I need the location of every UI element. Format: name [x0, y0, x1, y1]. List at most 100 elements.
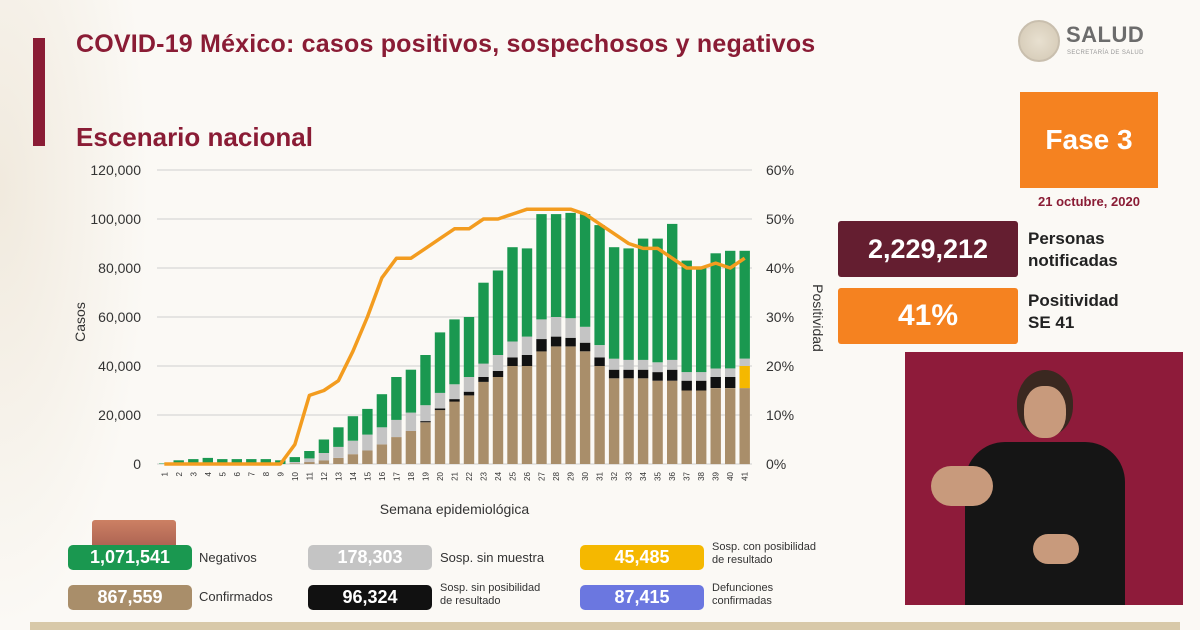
bar-segment [739, 366, 750, 389]
x-tick-label: 5 [218, 471, 227, 476]
page-subtitle: Escenario nacional [76, 122, 313, 152]
bar-segment [159, 463, 170, 464]
bar-segment [260, 459, 271, 464]
bar-segment [463, 395, 475, 464]
bar-segment [449, 319, 460, 385]
positivity-line [164, 207, 746, 466]
bar-segment [434, 392, 446, 409]
y-axis-label: Casos [72, 302, 88, 342]
x-tick-label: 24 [494, 471, 503, 480]
bar-segment [623, 359, 634, 370]
notified-count-box: 2,229,212 [838, 221, 1018, 277]
bar-segment [710, 368, 721, 377]
bar-segment [536, 319, 547, 339]
x-tick-label: 35 [654, 471, 663, 480]
bar-segment [550, 336, 562, 347]
national-seal-icon [1018, 20, 1060, 62]
x-tick-label: 16 [378, 471, 387, 480]
y2-tick-label: 30% [766, 309, 794, 325]
bar-segment [696, 268, 707, 373]
x-tick-label: 1 [160, 471, 169, 476]
bar-segment [304, 451, 315, 459]
bar-segment [333, 446, 344, 458]
bar-segment [463, 317, 475, 377]
bar-segment [594, 366, 605, 464]
notified-label-line2: notificadas [1028, 251, 1118, 270]
bar-segment [434, 332, 446, 393]
bar-segment [463, 391, 475, 396]
x-tick-label: 34 [639, 471, 648, 480]
bar-segment [449, 399, 460, 402]
legend-label-line: de resultado [440, 595, 501, 607]
bar-segment [362, 408, 373, 435]
x-tick-label: 36 [668, 471, 677, 480]
bar-segment [376, 444, 388, 464]
bar-segment [492, 355, 504, 371]
legend-value-sosp_posibilidad: 45,485 [580, 545, 704, 570]
bar-segment [521, 355, 533, 366]
x-tick-label: 14 [349, 471, 358, 480]
x-tick-label: 20 [436, 471, 445, 480]
legend-value-sosp_sin_muestra: 178,303 [308, 545, 432, 570]
x-axis-label: Semana epidemiológica [380, 501, 530, 517]
bar-segment [463, 377, 475, 392]
page-title: COVID-19 México: casos positivos, sospec… [76, 30, 816, 58]
legend-label-sosp_sin_muestra: Sosp. sin muestra [440, 550, 545, 565]
x-tick-label: 37 [683, 471, 692, 480]
bar-segment [667, 223, 678, 360]
y-tick-label: 0 [133, 456, 141, 472]
interpreter-body [965, 442, 1125, 605]
bar-segment [565, 318, 576, 338]
bar-segment [637, 369, 649, 379]
bar-segment [362, 450, 373, 464]
x-tick-label: 21 [451, 471, 460, 480]
bar-segment [739, 250, 750, 359]
bar-segment [391, 377, 402, 420]
y2-tick-label: 40% [766, 260, 794, 276]
bar-segment [652, 380, 663, 464]
bar-segment [652, 372, 663, 381]
bar-segment [391, 419, 402, 437]
bar-segment [347, 454, 359, 464]
bar-segment [681, 380, 692, 391]
bar-segment [420, 421, 431, 423]
bar-segment [507, 341, 518, 358]
bar-segment [289, 463, 300, 464]
bar-segment [507, 357, 518, 366]
legend-value-confirmados: 867,559 [68, 585, 192, 610]
bar-segment [637, 378, 649, 465]
x-tick-label: 39 [712, 471, 721, 480]
bar-segment [434, 408, 446, 411]
legend-label-line: Defunciones [712, 582, 774, 594]
bar-segment [696, 380, 707, 391]
y-tick-label: 20,000 [98, 407, 141, 423]
bar-segment [550, 346, 562, 464]
bar-segment [594, 225, 605, 346]
x-tick-label: 19 [422, 471, 431, 480]
bar-segment [405, 430, 417, 464]
bar-segment [725, 388, 736, 465]
x-tick-label: 40 [726, 471, 735, 480]
interpreter-face [1024, 386, 1066, 438]
x-tick-label: 28 [552, 471, 561, 480]
x-tick-label: 23 [480, 471, 489, 480]
x-tick-label: 7 [247, 471, 256, 476]
y2-tick-label: 60% [766, 162, 794, 178]
bar-segment [637, 359, 649, 370]
sign-language-interpreter-video [905, 352, 1183, 605]
bottom-strip [30, 622, 1180, 630]
y2-tick-label: 50% [766, 211, 794, 227]
bar-segment [492, 370, 504, 377]
x-tick-label: 2 [175, 471, 184, 476]
bar-segment [246, 459, 257, 464]
x-tick-label: 3 [189, 471, 198, 476]
title-accent-bar [33, 38, 45, 146]
bar-segment [536, 339, 547, 352]
interpreter-hand-right [1033, 534, 1079, 564]
legend-label-negativos: Negativos [199, 550, 257, 565]
x-tick-label: 33 [625, 471, 634, 480]
salud-logo: SALUD SECRETARÍA DE SALUD [1018, 20, 1168, 66]
bar-segment [579, 214, 591, 327]
y-tick-label: 100,000 [90, 211, 141, 227]
